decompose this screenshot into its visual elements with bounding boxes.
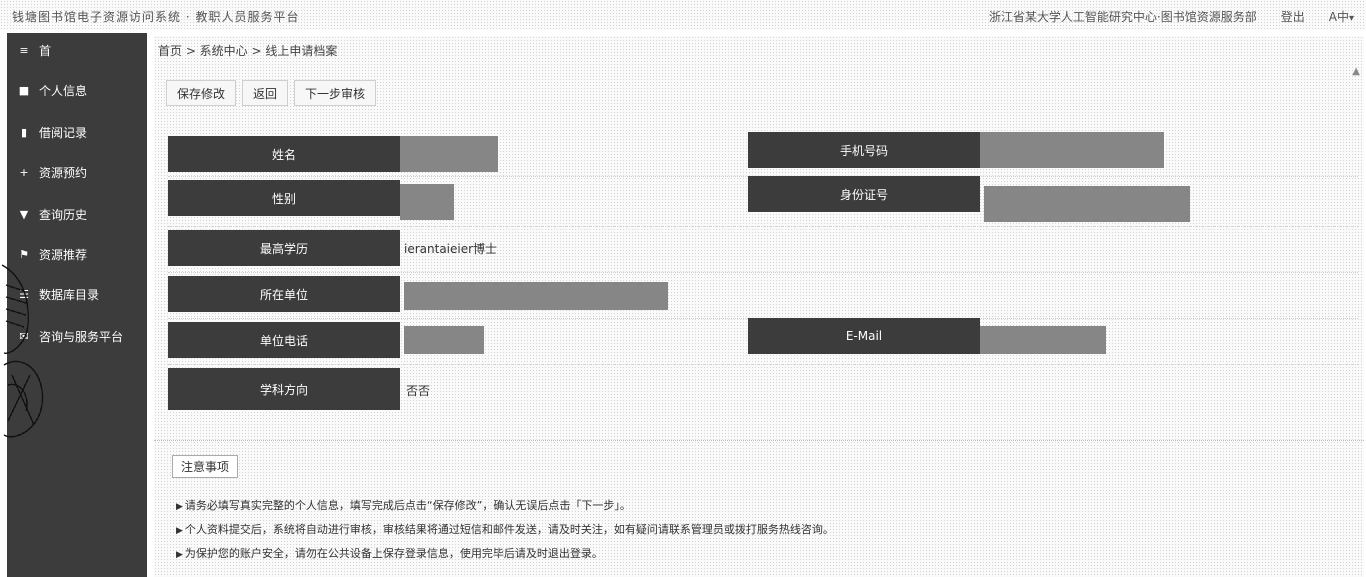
id-value[interactable] xyxy=(984,186,1190,222)
name-label: 姓名 xyxy=(168,136,400,172)
next-step-button[interactable]: 下一步审核 xyxy=(294,80,377,106)
research-value: 否否 xyxy=(406,383,431,398)
book-icon: ▮ xyxy=(20,125,28,139)
sidebar-item-label: 数据库目录 xyxy=(39,287,100,302)
main-content: 首页 > 系统中心 > 线上申请档案 ▲ 保存修改 返回 下一步审核 姓名 手机… xyxy=(154,36,1364,577)
sidebar-item-label: 资源预约 xyxy=(39,165,88,180)
unit-value[interactable] xyxy=(404,282,668,310)
notice-line: ▶ 请务必填写真实完整的个人信息，填写完成后点击“保存修改”，确认无误后点击「下一… xyxy=(176,499,631,512)
degree-value: ierantaieier博士 xyxy=(404,241,498,256)
institution-name: 浙江省某大学人工智能研究中心·图书馆资源服务部 xyxy=(988,10,1257,24)
chat-icon: ✉ xyxy=(19,329,29,343)
unit-label: 所在单位 xyxy=(168,276,400,312)
sidebar-item-profile[interactable]: ■ 个人信息 xyxy=(7,77,147,103)
toolbar: 保存修改 返回 下一步审核 xyxy=(166,80,377,106)
arrow-right-icon: ▶ xyxy=(176,550,183,560)
breadcrumb: 首页 > 系统中心 > 线上申请档案 xyxy=(158,44,338,58)
flag-icon: ⚑ xyxy=(19,247,29,261)
notice-title: 注意事项 xyxy=(172,455,239,478)
row-divider xyxy=(168,226,1358,227)
sidebar-item-reserve[interactable]: + 资源预约 xyxy=(7,159,147,185)
email-value[interactable] xyxy=(980,326,1106,354)
app-title: 钱塘图书馆电子资源访问系统 · 教职人员服务平台 xyxy=(12,10,300,24)
office-phone-label: 单位电话 xyxy=(168,322,400,358)
sidebar-item-borrow[interactable]: ▮ 借阅记录 xyxy=(7,119,147,145)
sidebar-item-home[interactable]: ≡ 首 xyxy=(7,37,147,63)
home-icon: ≡ xyxy=(19,43,29,57)
email-label: E-Mail xyxy=(748,318,980,354)
degree-label: 最高学历 xyxy=(168,230,400,266)
sidebar-item-label: 个人信息 xyxy=(39,83,88,98)
row-divider xyxy=(168,364,1358,365)
sidebar-item-recommend[interactable]: ⚑ 资源推荐 xyxy=(7,241,147,267)
logout-link[interactable]: 登出 xyxy=(1280,10,1305,24)
sidebar-item-label: 咨询与服务平台 xyxy=(39,329,124,344)
sidebar-item-history[interactable]: ▼ 查询历史 xyxy=(7,201,147,227)
decorative-sketch xyxy=(1,264,44,438)
chevron-down-icon: ▾ xyxy=(1348,13,1354,24)
sidebar-item-service[interactable]: ✉ 咨询与服务平台 xyxy=(7,323,147,349)
back-button[interactable]: 返回 xyxy=(242,80,289,106)
row-divider xyxy=(168,272,1358,273)
top-bar: 钱塘图书馆电子资源访问系统 · 教职人员服务平台 浙江省某大学人工智能研究中心·… xyxy=(0,0,1366,30)
research-label: 学科方向 xyxy=(168,368,400,410)
sidebar-item-label: 查询历史 xyxy=(39,207,88,222)
id-label: 身份证号 xyxy=(748,176,980,212)
sidebar-item-catalog[interactable]: ☰ 数据库目录 xyxy=(7,281,147,307)
notice-line: ▶ 个人资料提交后，系统将自动进行审核，审核结果将通过短信和邮件发送，请及时关注，… xyxy=(176,523,834,536)
gender-label: 性别 xyxy=(168,180,400,216)
filter-icon: ▼ xyxy=(19,207,29,221)
notice-panel: 注意事项 ▶ 请务必填写真实完整的个人信息，填写完成后点击“保存修改”，确认无误后… xyxy=(154,440,1364,577)
user-icon: ■ xyxy=(18,83,30,97)
sidebar: ≡ 首 ■ 个人信息 ▮ 借阅记录 + 资源预约 ▼ 查询历史 ⚑ 资源推荐 ☰… xyxy=(7,33,147,577)
notice-line: ▶ 为保护您的账户安全，请勿在公共设备上保存登录信息，使用完毕后请及时退出登录。 xyxy=(176,547,603,560)
list-icon: ☰ xyxy=(19,287,29,301)
plus-icon: + xyxy=(19,165,29,179)
top-right-area: 浙江省某大学人工智能研究中心·图书馆资源服务部 登出 A中▾ xyxy=(989,8,1354,25)
arrow-right-icon: ▶ xyxy=(176,502,183,512)
name-value[interactable] xyxy=(400,136,498,172)
gender-value[interactable] xyxy=(400,184,454,220)
sidebar-item-label: 借阅记录 xyxy=(39,125,88,140)
sidebar-item-label: 资源推荐 xyxy=(39,247,88,262)
office-phone-value[interactable] xyxy=(404,326,484,354)
phone-value[interactable] xyxy=(980,132,1164,168)
save-button[interactable]: 保存修改 xyxy=(166,80,237,106)
sidebar-item-label: 首 xyxy=(39,43,52,58)
phone-label: 手机号码 xyxy=(748,132,980,168)
arrow-right-icon: ▶ xyxy=(176,526,183,536)
scroll-up-icon[interactable]: ▲ xyxy=(1352,66,1360,77)
language-switch[interactable]: A中▾ xyxy=(1328,10,1354,24)
